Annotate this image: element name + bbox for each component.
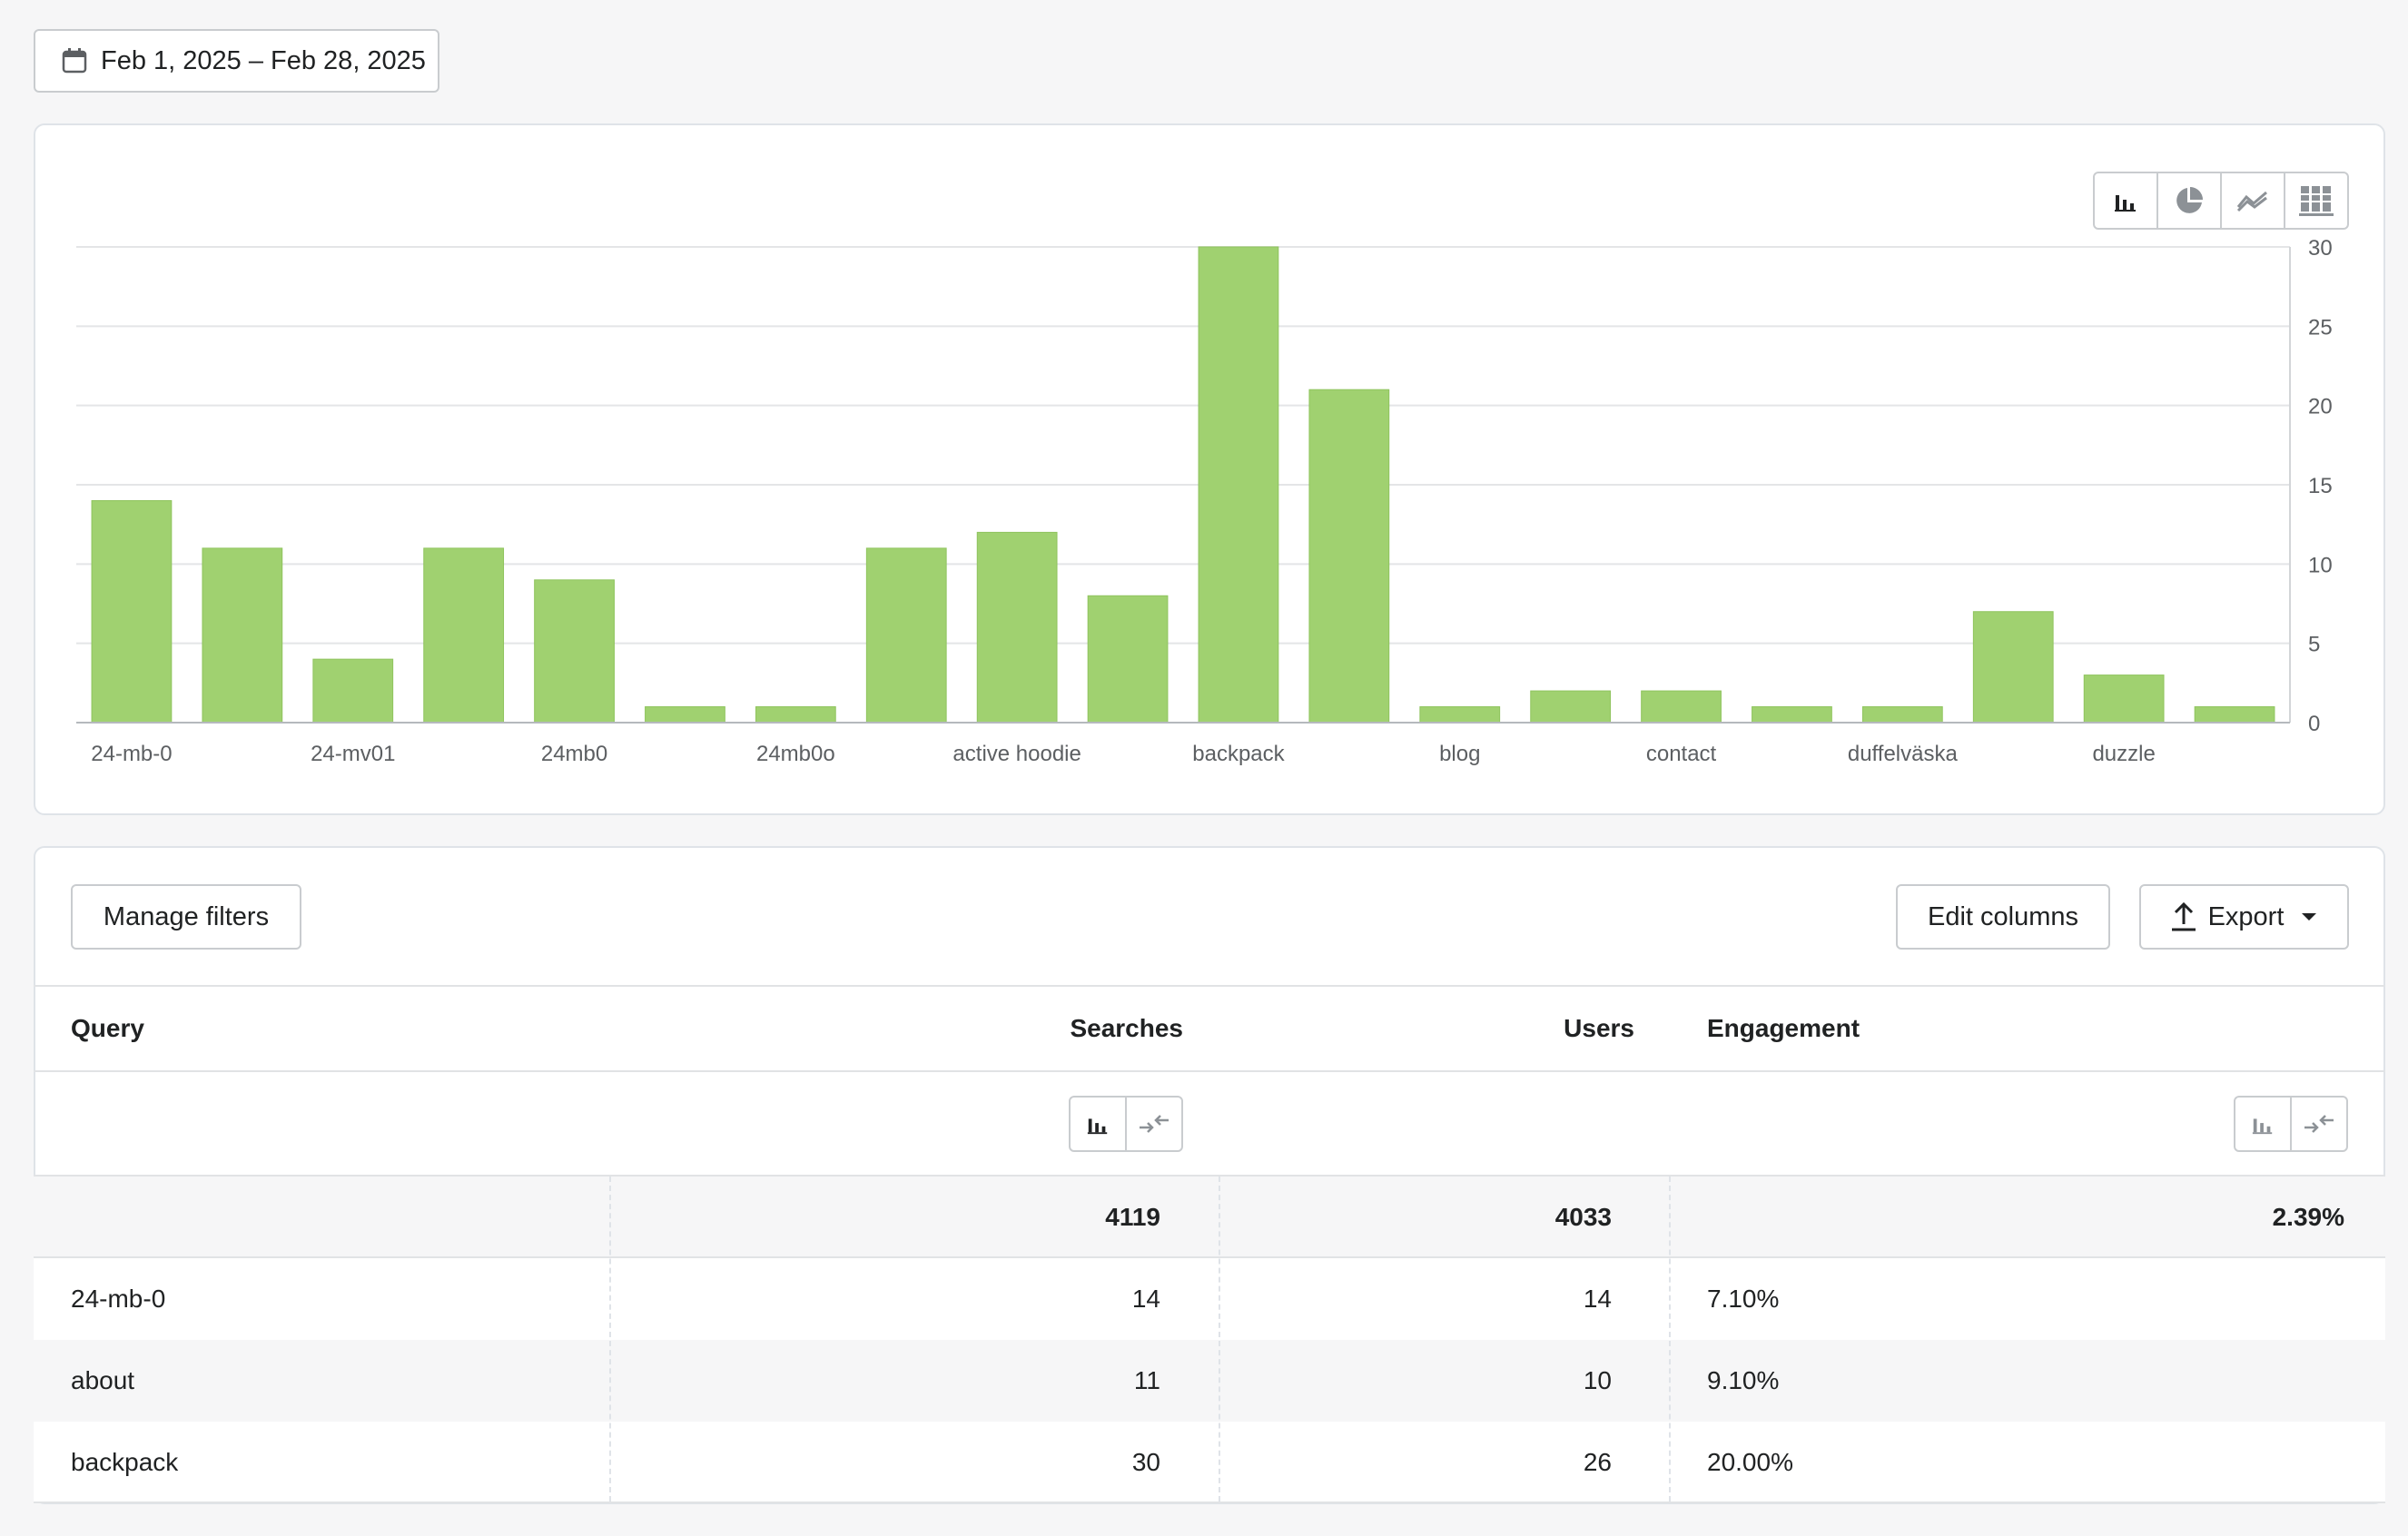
- y-tick-label: 20: [2308, 395, 2333, 419]
- calendar-icon: [62, 48, 87, 74]
- x-tick-label: duffelväska: [1848, 742, 1959, 766]
- table-row[interactable]: backpack 30 26 20.00%: [34, 1422, 2385, 1503]
- x-tick-label: 24mb0o: [756, 742, 835, 766]
- divider: [34, 1070, 2385, 1072]
- x-tick-label: contact: [1646, 742, 1717, 766]
- table-row[interactable]: about 11 10 9.10%: [34, 1340, 2385, 1422]
- bar-24mb01[interactable]: [645, 706, 725, 724]
- stacked-bar-toggle[interactable]: [2285, 173, 2347, 228]
- column-separator: [1669, 1177, 1671, 1502]
- stacked-bar-icon: [2299, 186, 2334, 216]
- pie-chart-toggle[interactable]: [2158, 173, 2222, 228]
- x-tick-label: 24mb0: [541, 742, 607, 766]
- line-chart-toggle[interactable]: [2222, 173, 2285, 228]
- engagement-visualization-toggle: [2234, 1096, 2348, 1152]
- table-row[interactable]: 24-mb-0 14 14 7.10%: [34, 1258, 2385, 1340]
- export-button[interactable]: Export: [2139, 884, 2349, 950]
- query-cell: 24-mb-0: [71, 1285, 166, 1313]
- search-queries-bar-chart: 0 5 10 15 20 25 30 24-mb-0 24-mv01 24mb0 24mb0o act…: [76, 236, 2333, 766]
- bar-24mb0[interactable]: [534, 579, 615, 724]
- column-separator: [609, 1177, 611, 1502]
- x-tick-label: blog: [1439, 742, 1480, 766]
- engagement-bar-toggle[interactable]: [2235, 1098, 2292, 1150]
- manage-filters-label: Manage filters: [103, 901, 270, 931]
- divider: [34, 1256, 2385, 1258]
- bar-24mv01[interactable]: [865, 547, 947, 724]
- query-cell: backpack: [71, 1448, 179, 1476]
- x-tick-label: duzzle: [2092, 742, 2155, 766]
- column-separator: [1219, 1177, 1220, 1502]
- x-tick-label: 24-mv01: [311, 742, 395, 766]
- bar-24-mb-0[interactable]: [91, 499, 173, 724]
- divider: [34, 1175, 2385, 1177]
- y-tick-label: 30: [2308, 236, 2333, 261]
- total-engagement: 2.39%: [2272, 1203, 2344, 1231]
- pie-chart-icon: [2176, 187, 2203, 213]
- bar-chart-icon: [2115, 195, 2136, 212]
- y-tick-label: 0: [2308, 712, 2320, 736]
- bar-backpack-women[interactable]: [1308, 389, 1390, 724]
- divider: [34, 1502, 2385, 1503]
- searches-visualization-toggle: [1069, 1096, 1183, 1152]
- column-header-searches[interactable]: Searches: [1070, 1014, 1183, 1042]
- query-cell: about: [71, 1366, 135, 1394]
- bar-e[interactable]: [2194, 706, 2275, 724]
- users-cell: 10: [1583, 1366, 1612, 1394]
- bar-24mb[interactable]: [423, 547, 505, 724]
- engagement-cell: 7.10%: [1707, 1285, 1780, 1313]
- column-header-query[interactable]: Query: [71, 1014, 144, 1042]
- bar-duffle[interactable]: [1972, 611, 2054, 724]
- searches-cell: 14: [1131, 1285, 1160, 1313]
- y-tick-label: 15: [2308, 474, 2333, 498]
- manage-filters-button[interactable]: Manage filters: [71, 884, 301, 950]
- bar-24-mv01[interactable]: [312, 658, 394, 724]
- totals-row: 4119 4033 2.39%: [34, 1177, 2385, 1258]
- bar-contact[interactable]: [1641, 690, 1722, 724]
- y-tick-label: 25: [2308, 315, 2333, 340]
- y-tick-label: 5: [2308, 633, 2320, 657]
- bar-duzzle[interactable]: [2083, 674, 2165, 724]
- column-header-users[interactable]: Users: [1564, 1014, 1634, 1042]
- bar-chart-toggle[interactable]: [2095, 173, 2158, 228]
- bar-chart-icon: [2252, 1118, 2273, 1135]
- date-range-label: Feb 1, 2025 – Feb 28, 2025: [101, 45, 426, 75]
- engagement-cell: 20.00%: [1707, 1448, 1793, 1476]
- total-users: 4033: [1554, 1203, 1612, 1231]
- total-searches: 4119: [1105, 1203, 1160, 1231]
- x-tick-label: backpack: [1192, 742, 1285, 766]
- edit-columns-label: Edit columns: [1927, 901, 2078, 931]
- x-tick-label: 24-mb-0: [91, 742, 172, 766]
- export-label: Export: [2207, 901, 2285, 931]
- bar-about[interactable]: [202, 547, 283, 724]
- upload-icon: [2171, 901, 2196, 931]
- users-cell: 26: [1583, 1448, 1612, 1476]
- compare-arrows-icon: [2304, 1115, 2334, 1133]
- bar-cat[interactable]: [1530, 690, 1612, 724]
- bar-chart-icon: [1087, 1118, 1108, 1135]
- bar-duffelväska[interactable]: [1861, 706, 1943, 724]
- bar-d[interactable]: [1752, 706, 1832, 724]
- bar-active-hoodie[interactable]: [976, 531, 1058, 724]
- x-tick-label: active hoodie: [952, 742, 1081, 766]
- engagement-compare-toggle[interactable]: [2292, 1098, 2346, 1150]
- edit-columns-button[interactable]: Edit columns: [1896, 884, 2110, 950]
- chart-type-toggle: [2093, 172, 2349, 230]
- bar-b[interactable]: [1087, 595, 1169, 724]
- compare-arrows-icon: [1140, 1115, 1169, 1133]
- bar-24mb0o[interactable]: [755, 706, 836, 724]
- line-chart-icon: [2236, 191, 2267, 212]
- searches-bar-toggle[interactable]: [1071, 1098, 1127, 1150]
- searches-compare-toggle[interactable]: [1127, 1098, 1181, 1150]
- engagement-cell: 9.10%: [1707, 1366, 1780, 1394]
- divider: [34, 985, 2385, 987]
- searches-cell: 30: [1131, 1448, 1160, 1476]
- caret-down-icon: [2302, 913, 2317, 921]
- y-tick-label: 10: [2308, 553, 2333, 577]
- users-cell: 14: [1583, 1285, 1612, 1313]
- date-range-button[interactable]: Feb 1, 2025 – Feb 28, 2025: [34, 29, 439, 93]
- bar-backpack[interactable]: [1198, 246, 1279, 724]
- column-header-engagement[interactable]: Engagement: [1707, 1014, 1860, 1042]
- bar-blog[interactable]: [1419, 706, 1501, 724]
- searches-cell: 11: [1133, 1366, 1160, 1394]
